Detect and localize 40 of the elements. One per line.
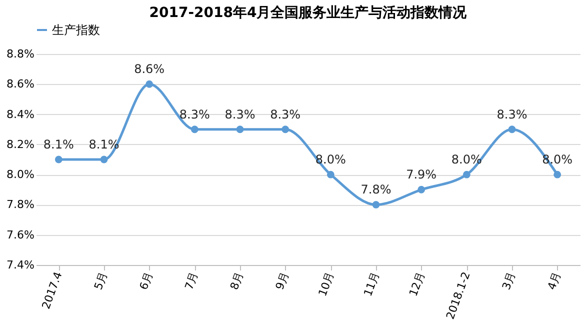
chart-title: 2017-2018年4月全国服务业生产与活动指数情况 (149, 4, 468, 21)
point (326, 170, 334, 178)
x-tick-label: 7月 (182, 270, 201, 292)
data-label: 8.6% (134, 62, 165, 76)
data-label: 8.3% (179, 107, 210, 122)
y-tick-label: 8.6% (6, 78, 34, 91)
data-label: 7.8% (360, 182, 392, 197)
x-tick-label: 8月 (228, 270, 246, 292)
x-tick-label: 9月 (273, 270, 292, 292)
point (54, 156, 62, 164)
point (372, 201, 380, 208)
y-tick-label: 8.2% (6, 138, 34, 151)
x-tick-label: 4月 (545, 270, 564, 292)
legend-label: 生产指数 (52, 23, 100, 37)
point (282, 126, 290, 134)
point (190, 126, 198, 134)
data-label: 8.1% (43, 138, 74, 152)
y-tick-label: 7.6% (6, 228, 34, 242)
point (236, 126, 244, 134)
y-tick-label: 7.4% (6, 258, 34, 272)
data-label: 7.9% (406, 168, 437, 182)
y-tick-label: 8.4% (6, 108, 34, 121)
x-tick-label: 12月 (406, 270, 428, 298)
data-label: 8.3% (224, 107, 256, 122)
x-tick-label: 5月 (92, 270, 110, 292)
x-tick-label: 11月 (361, 270, 382, 298)
point (100, 156, 108, 164)
y-tick-label: 7.8% (6, 198, 34, 212)
point (146, 80, 154, 88)
point (418, 186, 426, 194)
data-label: 8.3% (270, 107, 301, 122)
point (508, 126, 516, 134)
x-tick-label: 3月 (500, 270, 518, 292)
x-tick-label: 6月 (137, 270, 156, 292)
y-tick-label: 8.8% (6, 48, 34, 60)
y-tick-label: 8.0% (6, 168, 34, 182)
point (554, 170, 562, 178)
data-label: 8.3% (496, 107, 528, 122)
point (462, 170, 470, 178)
x-tick-label: 10月 (316, 270, 337, 298)
